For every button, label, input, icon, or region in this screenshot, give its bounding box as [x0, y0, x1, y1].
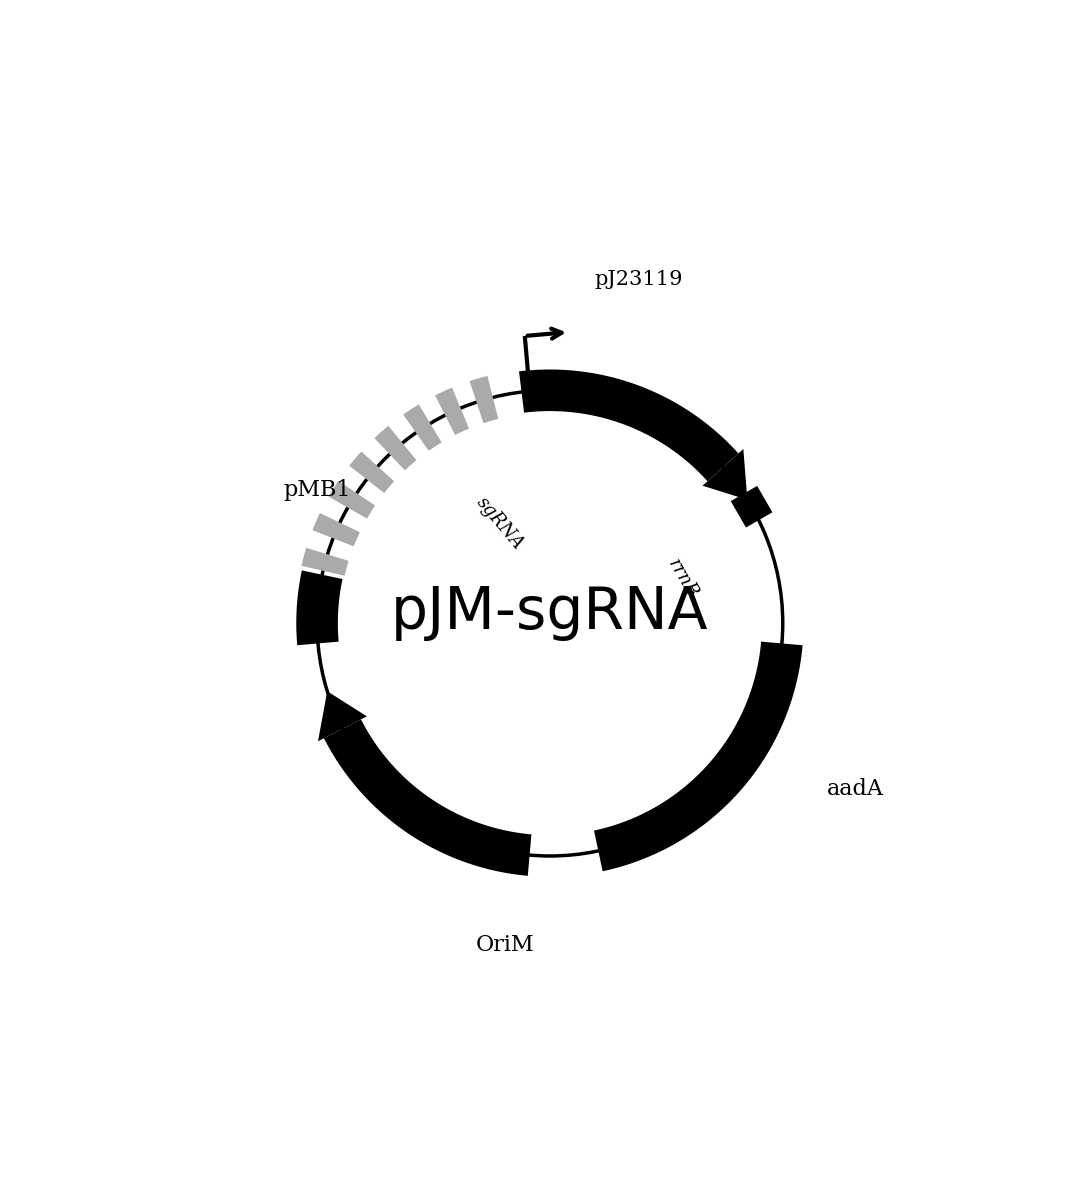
Polygon shape: [594, 641, 803, 871]
Polygon shape: [403, 405, 442, 450]
Polygon shape: [328, 480, 376, 519]
Polygon shape: [374, 426, 416, 471]
Polygon shape: [350, 452, 394, 494]
Text: aadA: aadA: [826, 778, 883, 800]
Text: rrnB: rrnB: [664, 556, 702, 602]
Polygon shape: [312, 513, 359, 546]
Text: pJM-sgRNA: pJM-sgRNA: [392, 584, 708, 640]
Text: OriM: OriM: [476, 933, 534, 956]
Text: sgRNA: sgRNA: [473, 494, 527, 554]
Polygon shape: [318, 692, 367, 741]
Polygon shape: [324, 719, 531, 876]
Text: pJ23119: pJ23119: [594, 270, 682, 289]
Polygon shape: [519, 370, 738, 482]
Text: pMB1: pMB1: [283, 479, 351, 501]
Polygon shape: [731, 486, 773, 527]
Polygon shape: [470, 376, 498, 423]
Polygon shape: [302, 548, 349, 575]
Polygon shape: [296, 570, 342, 645]
Polygon shape: [703, 449, 748, 500]
Polygon shape: [436, 388, 469, 435]
